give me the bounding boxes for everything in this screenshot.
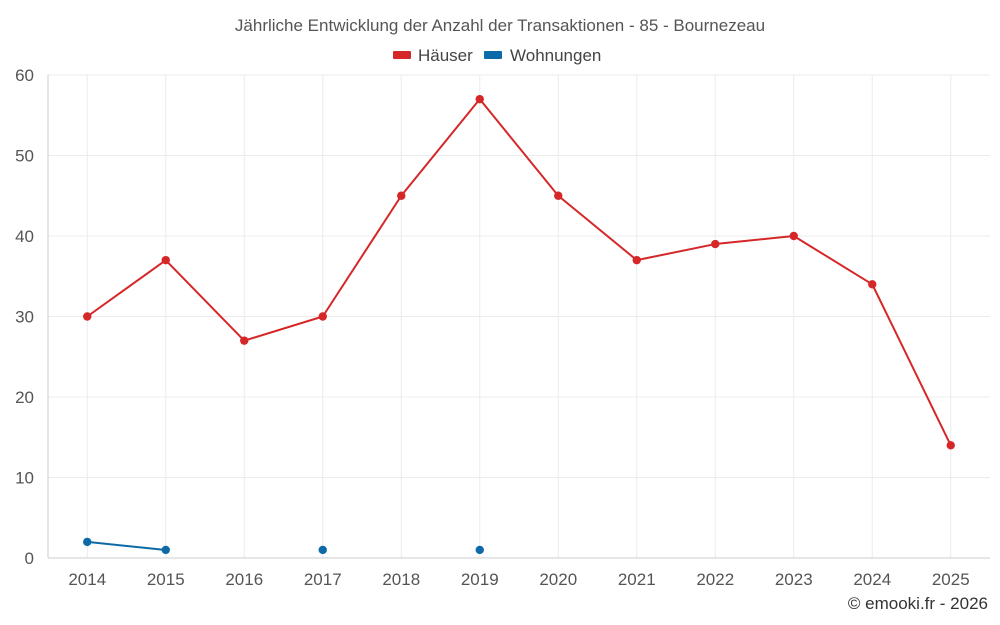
data-point-haeuser-2024[interactable]: [868, 280, 877, 289]
data-point-wohnungen-2017[interactable]: [318, 545, 327, 555]
axes: 0 10 20 30 40 50 60 2014 2015 2016 2017 2018 2019 202…: [15, 66, 990, 589]
y-tick-label: 20: [15, 388, 34, 407]
data-point-haeuser-2018[interactable]: [397, 191, 406, 200]
series-haeuser: [83, 94, 955, 450]
legend: Häuser Wohnungen: [393, 46, 601, 65]
data-point-haeuser-2021[interactable]: [632, 255, 641, 265]
x-tick-label: 2015: [147, 570, 185, 589]
x-tick-label: 2020: [539, 570, 577, 589]
x-tick-label: 2016: [225, 570, 263, 589]
x-tick-label: 2025: [932, 570, 970, 589]
data-point-haeuser-2014[interactable]: [83, 312, 92, 321]
data-point-haeuser-2020[interactable]: [554, 191, 563, 200]
y-tick-label: 60: [15, 66, 34, 85]
y-tick-label: 50: [15, 147, 34, 166]
legend-swatch-haeuser[interactable]: [393, 51, 411, 59]
data-point-wohnungen-2019[interactable]: [475, 545, 484, 555]
data-point-haeuser-2017[interactable]: [318, 312, 327, 321]
y-tick-label: 10: [15, 469, 34, 488]
series-line-wohnungen: [87, 540, 166, 551]
x-tick-label: 2022: [696, 570, 734, 589]
y-tick-label: 30: [15, 308, 34, 327]
data-point-haeuser-2019[interactable]: [475, 94, 484, 104]
x-tick-label: 2023: [775, 570, 813, 589]
legend-label-haeuser[interactable]: Häuser: [418, 46, 473, 65]
data-point-haeuser-2025[interactable]: [946, 441, 955, 450]
x-tick-label: 2014: [68, 570, 106, 589]
data-point-haeuser-2015[interactable]: [161, 255, 170, 265]
x-tick-label: 2018: [382, 570, 420, 589]
chart-title: Jährliche Entwicklung der Anzahl der Tra…: [235, 16, 765, 35]
legend-swatch-wohnungen[interactable]: [484, 51, 502, 59]
data-point-wohnungen-2014[interactable]: [83, 537, 92, 547]
y-tick-label: 0: [25, 549, 34, 568]
y-tick-label: 40: [15, 227, 34, 246]
credit-text: © emooki.fr - 2026: [848, 594, 988, 613]
data-point-wohnungen-2015[interactable]: [161, 545, 170, 555]
x-tick-label: 2019: [461, 570, 499, 589]
x-tick-label: 2024: [853, 570, 891, 589]
data-point-haeuser-2022[interactable]: [711, 239, 720, 249]
data-point-haeuser-2016[interactable]: [240, 336, 249, 345]
series-line-haeuser: [86, 98, 952, 446]
series-wohnungen: [83, 537, 484, 555]
data-point-haeuser-2023[interactable]: [789, 231, 798, 241]
series: [83, 94, 955, 555]
legend-label-wohnungen[interactable]: Wohnungen: [510, 46, 601, 65]
x-tick-label: 2017: [304, 570, 342, 589]
grid: [48, 74, 990, 558]
x-tick-label: 2021: [618, 570, 656, 589]
